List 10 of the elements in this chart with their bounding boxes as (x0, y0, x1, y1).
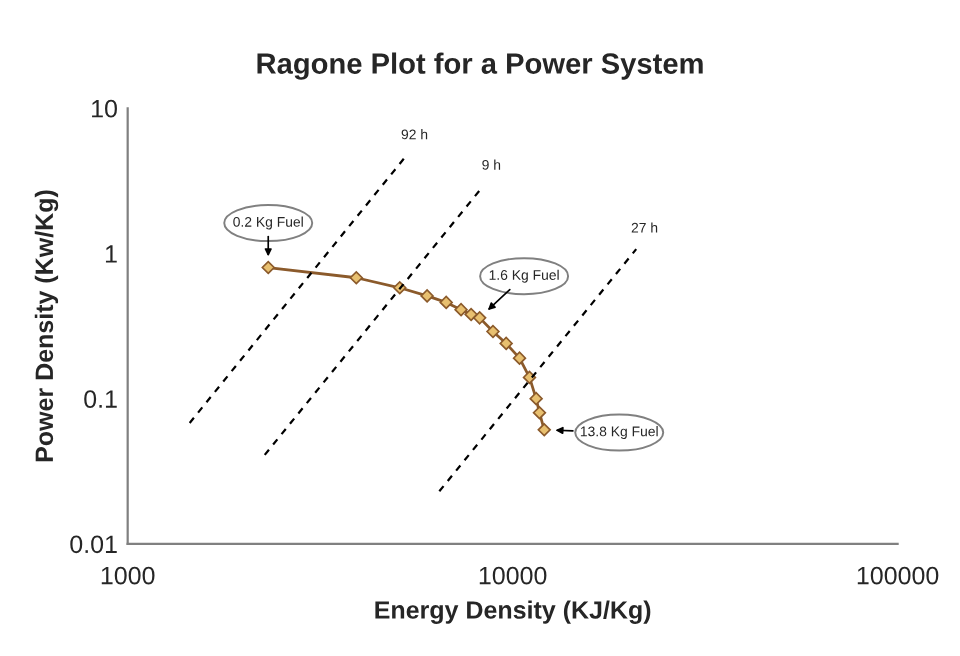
y-tick-label: 10 (92, 99, 117, 118)
y-tick-label: 0.1 (84, 390, 117, 408)
x-tick-label: 100000 (857, 566, 939, 585)
x-tick-label: 1000 (101, 566, 155, 585)
x-tick-label: 10000 (479, 566, 547, 585)
y-tick-label: 1 (105, 245, 117, 263)
chart-title: Ragone Plot for a Power System (257, 52, 703, 80)
x-axis-title: Energy Density (KJ/Kg) (375, 600, 651, 624)
y-axis-title: Power Density (Kw/Kg) (34, 190, 59, 462)
y-tick-label: 0.01 (70, 535, 117, 554)
